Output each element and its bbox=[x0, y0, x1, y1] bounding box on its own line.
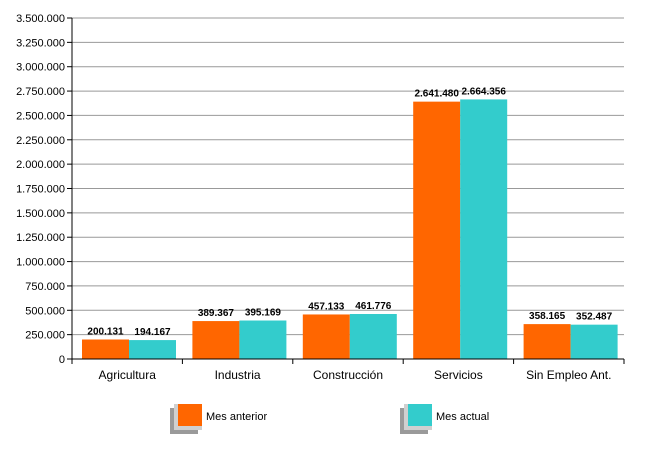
y-tick-label: 1.000.000 bbox=[16, 257, 65, 269]
bar-mes-anterior bbox=[192, 321, 240, 359]
x-category-label: Construcción bbox=[313, 368, 383, 382]
bar-mes-anterior bbox=[523, 324, 571, 359]
data-label: 352.487 bbox=[576, 312, 613, 323]
y-tick-label: 2.000.000 bbox=[16, 159, 65, 171]
y-tick-label: 2.250.000 bbox=[16, 135, 65, 147]
bar-mes-anterior bbox=[82, 339, 129, 359]
data-label: 200.131 bbox=[87, 327, 124, 338]
y-tick-label: 2.500.000 bbox=[16, 110, 65, 122]
bar-mes-actual bbox=[349, 314, 397, 359]
bar-mes-actual bbox=[239, 320, 287, 359]
x-category-label: Servicios bbox=[434, 368, 483, 382]
x-axis-category-labels: Agricultura Industria Construcción Servicio… bbox=[99, 368, 612, 382]
bar-mes-anterior bbox=[413, 101, 461, 359]
legend-swatch bbox=[178, 404, 202, 426]
y-tick-label: 3.500.000 bbox=[16, 13, 65, 25]
axes bbox=[67, 17, 625, 364]
data-label: 2.641.480 bbox=[414, 89, 459, 100]
y-tick-label: 500.000 bbox=[25, 305, 65, 317]
y-tick-label: 1.500.000 bbox=[16, 208, 65, 220]
gridlines bbox=[72, 17, 624, 360]
bars bbox=[82, 99, 618, 360]
y-tick-label: 1.750.000 bbox=[16, 184, 65, 196]
legend: Mes anterior Mes actual bbox=[170, 404, 489, 434]
bar-mes-anterior bbox=[302, 314, 350, 359]
y-tick-label: 250.000 bbox=[25, 330, 65, 342]
y-tick-label: 0 bbox=[59, 354, 65, 366]
y-axis-tick-labels: 0 250.000 500.000 750.000 1.000.000 1.250.000… bbox=[16, 13, 65, 366]
data-labels: 200.131 194.167 389.367 395.169 457.133 461.7… bbox=[87, 86, 612, 338]
y-tick-label: 3.250.000 bbox=[16, 37, 65, 49]
y-tick-label: 1.250.000 bbox=[16, 232, 65, 244]
y-tick-label: 2.750.000 bbox=[16, 86, 65, 98]
legend-label: Mes actual bbox=[436, 411, 489, 423]
y-tick-label: 3.000.000 bbox=[16, 62, 65, 74]
x-category-label: Industria bbox=[215, 368, 261, 382]
data-label: 461.776 bbox=[355, 301, 392, 312]
data-label: 358.165 bbox=[529, 311, 566, 322]
x-category-label: Agricultura bbox=[99, 368, 157, 382]
data-label: 389.367 bbox=[198, 308, 235, 319]
legend-item-mes-anterior: Mes anterior bbox=[170, 404, 267, 434]
legend-item-mes-actual: Mes actual bbox=[400, 404, 489, 434]
data-label: 194.167 bbox=[134, 327, 171, 338]
bar-mes-actual bbox=[460, 99, 508, 360]
data-label: 2.664.356 bbox=[461, 86, 506, 97]
legend-swatch bbox=[408, 404, 432, 426]
legend-label: Mes anterior bbox=[206, 411, 267, 423]
bar-mes-actual bbox=[570, 324, 618, 359]
x-category-label: Sin Empleo Ant. bbox=[526, 368, 611, 382]
data-label: 395.169 bbox=[245, 307, 282, 318]
bar-mes-actual bbox=[129, 340, 176, 359]
y-tick-label: 750.000 bbox=[25, 281, 65, 293]
data-label: 457.133 bbox=[308, 301, 345, 312]
